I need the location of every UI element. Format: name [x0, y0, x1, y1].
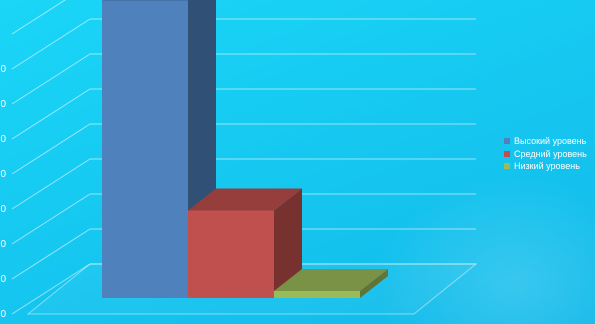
- legend-item: Низкий уровень: [504, 160, 587, 173]
- bar: [274, 291, 360, 298]
- bar-side: [360, 269, 388, 298]
- legend-label: Низкий уровень: [514, 161, 580, 171]
- y-tick-label: 0: [0, 64, 6, 75]
- bar-top: [274, 269, 388, 291]
- bar-group: [188, 188, 302, 298]
- legend-swatch: [504, 163, 510, 170]
- gridline-side: [11, 123, 91, 175]
- legend-label: Высокий уровень: [514, 136, 587, 146]
- bar-side: [274, 188, 302, 298]
- gridline-side: [11, 53, 91, 105]
- bar-group: [274, 269, 388, 298]
- bar: [102, 0, 188, 298]
- legend-item: Средний уровень: [504, 148, 587, 161]
- y-tick-label: 0: [0, 204, 6, 215]
- gridline-side: [11, 0, 66, 35]
- y-tick-label: 0: [0, 309, 6, 320]
- gridline-side: [11, 158, 91, 210]
- y-tick-label: 0: [0, 134, 6, 145]
- y-tick-label: 0: [0, 274, 6, 285]
- legend: Высокий уровень Средний уровень Низкий уро…: [504, 135, 587, 173]
- legend-item: Высокий уровень: [504, 135, 587, 148]
- gridline-side: [11, 18, 91, 70]
- gridline-side: [11, 263, 91, 315]
- y-tick-label: 0: [0, 169, 6, 180]
- y-tick-label: 0: [0, 99, 6, 110]
- legend-swatch: [504, 138, 510, 145]
- gridline-side: [11, 228, 91, 280]
- gridline-side: [11, 193, 91, 245]
- gridline-side: [11, 88, 91, 140]
- bar-top: [188, 188, 302, 211]
- y-tick-label: 0: [0, 239, 6, 250]
- legend-swatch: [504, 150, 510, 157]
- bar-top: [102, 0, 189, 1]
- legend-label: Средний уровень: [514, 148, 587, 159]
- bar: [188, 210, 274, 298]
